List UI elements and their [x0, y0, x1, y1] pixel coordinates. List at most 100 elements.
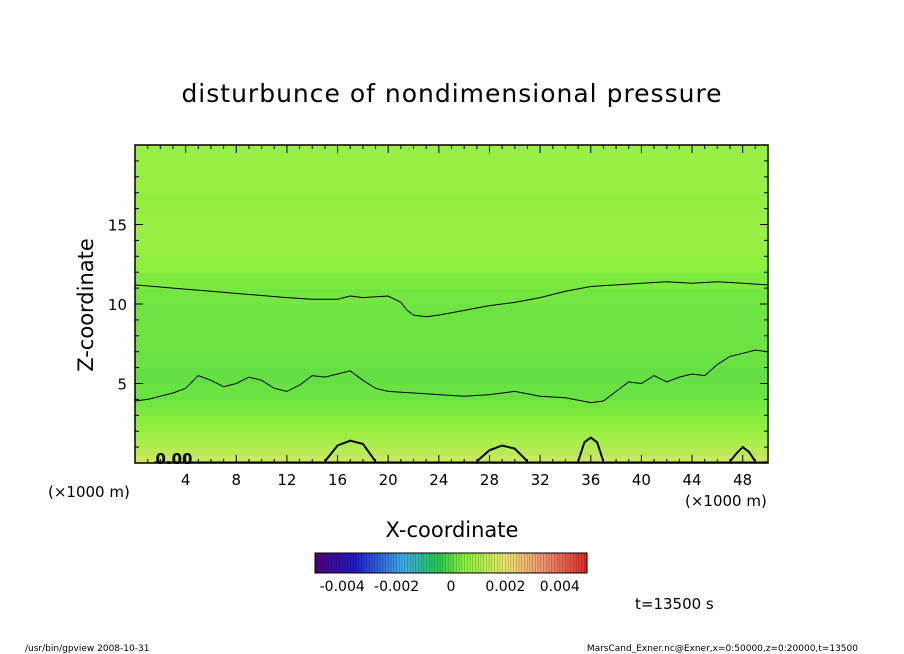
colorbar-tick-label: -0.002	[374, 579, 419, 595]
colorbar-segment	[402, 553, 406, 573]
colorbar-segment	[551, 553, 555, 573]
x-unit-left: (×1000 m)	[48, 483, 130, 501]
chart-title: disturbunce of nondimensional pressure	[181, 79, 722, 108]
colorbar-segment	[461, 553, 465, 573]
colorbar-tick-label: -0.004	[320, 579, 365, 595]
colorbar-segment	[423, 553, 427, 573]
contour-lines	[135, 281, 768, 463]
colorbar-segment	[505, 553, 509, 573]
colorbar-segment	[334, 553, 338, 573]
colorbar-segment	[393, 553, 397, 573]
colorbar-segment	[565, 553, 569, 573]
upper-contour-line	[135, 281, 768, 318]
colorbar-segment	[372, 553, 376, 573]
colorbar-segment	[404, 553, 408, 573]
colorbar-segment	[519, 553, 523, 573]
colorbar-segment	[363, 553, 368, 573]
x-tick-label: 24	[429, 471, 448, 489]
colorbar-segment	[570, 553, 574, 573]
colorbar-segment	[421, 553, 425, 573]
field-band	[135, 288, 768, 305]
colorbar-segment	[448, 553, 452, 573]
field-band	[135, 423, 768, 432]
colorbar-segment	[581, 553, 585, 573]
field-band	[135, 319, 768, 337]
colorbar-segment	[412, 553, 417, 573]
x-axis-label: X-coordinate	[386, 518, 519, 542]
colorbar-segment	[453, 553, 457, 573]
field-band	[135, 447, 768, 456]
colorbar-segment	[557, 553, 561, 573]
colorbar-segment	[415, 553, 419, 573]
colorbar-segment	[480, 553, 485, 573]
colorbar-segment	[331, 553, 335, 573]
colorbar-segment	[486, 553, 490, 573]
x-tick-label: 36	[581, 471, 600, 489]
x-tick-label: 12	[277, 471, 296, 489]
x-tick-label: 20	[379, 471, 398, 489]
colorbar-segment	[383, 553, 387, 573]
colorbar-tick-labels: -0.004 -0.002 0 0.002 0.004	[320, 579, 580, 595]
colorbar-segment	[358, 553, 362, 573]
x-tick-label: 16	[328, 471, 347, 489]
colorbar-segment	[559, 553, 563, 573]
pressure-field	[135, 145, 768, 463]
x-tick-label: 8	[232, 471, 242, 489]
x-tick-label: 4	[181, 471, 191, 489]
colorbar-segment	[527, 553, 531, 573]
field-band	[135, 240, 768, 257]
colorbar-segment	[315, 553, 319, 573]
colorbar-segment	[470, 553, 474, 573]
x-unit-right: (×1000 m)	[685, 492, 767, 510]
colorbar-segment	[320, 553, 324, 573]
lower-contour-line	[135, 349, 768, 404]
colorbar	[314, 553, 588, 573]
colorbar-segment	[385, 553, 389, 573]
colorbar-segment	[407, 553, 411, 573]
surface-contour-line	[729, 445, 757, 463]
footer-right: MarsCand_Exner.nc@Exner,x=0:50000,z=0:20…	[587, 644, 858, 654]
field-band	[135, 256, 768, 273]
colorbar-frame	[314, 552, 588, 574]
colorbar-segment	[516, 553, 520, 573]
colorbar-segment	[442, 553, 446, 573]
contour-label: 0.00	[155, 450, 192, 468]
colorbar-segment	[399, 553, 403, 573]
colorbar-segment	[418, 553, 422, 573]
colorbar-segment	[540, 553, 544, 573]
colorbar-segment	[366, 553, 370, 573]
colorbar-segment	[434, 553, 438, 573]
colorbar-segment	[576, 553, 580, 573]
colorbar-segment	[521, 553, 525, 573]
colorbar-segment	[388, 553, 392, 573]
colorbar-segment	[467, 553, 471, 573]
colorbar-segment	[499, 553, 504, 573]
colorbar-segment	[489, 553, 493, 573]
field-band	[135, 145, 768, 162]
colorbar-segment	[445, 553, 449, 573]
colorbar-segment	[323, 553, 327, 573]
surface-contour-line	[577, 436, 605, 462]
field-band	[135, 439, 768, 448]
colorbar-segment	[451, 553, 455, 573]
colorbar-segment	[347, 553, 351, 573]
field-band	[135, 399, 768, 408]
y-tick-label: 10	[108, 296, 127, 314]
colorbar-segment	[336, 553, 340, 573]
x-tick-label: 48	[733, 471, 752, 489]
footer-left: /usr/bin/gpview 2008-10-31	[25, 644, 149, 654]
colorbar-segment	[578, 553, 582, 573]
colorbar-segment	[535, 553, 539, 573]
colorbar-segment	[437, 553, 441, 573]
colorbar-segment	[456, 553, 460, 573]
field-band	[135, 431, 768, 440]
surface-contour-line	[324, 439, 377, 463]
field-band	[135, 415, 768, 424]
surface-contour-line	[476, 444, 529, 463]
colorbar-segment	[532, 553, 536, 573]
colorbar-segment	[339, 553, 343, 573]
colorbar-segment	[429, 553, 433, 573]
x-tick-label: 44	[682, 471, 701, 489]
colorbar-segment	[325, 553, 329, 573]
